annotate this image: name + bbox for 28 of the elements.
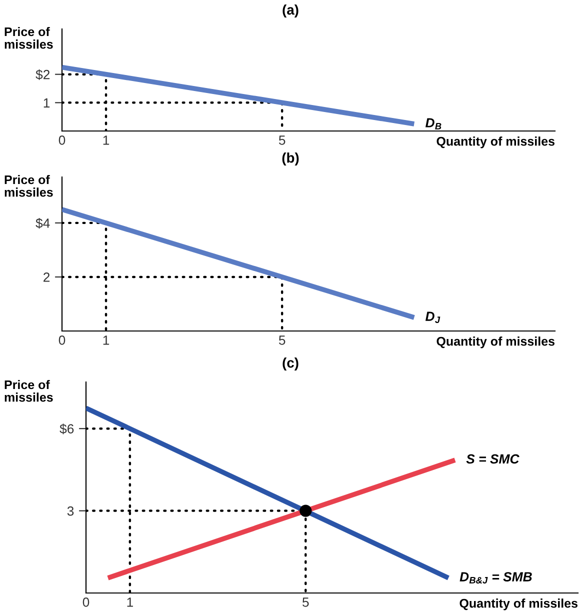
series-label: D$_{J}$: [425, 312, 440, 324]
chart-title: (a): [282, 4, 298, 18]
x-tick-label: 1: [103, 336, 110, 345]
x-tick-label: 5: [278, 336, 286, 345]
y-tick-label: 3: [67, 506, 74, 516]
series-label: D$_{B&J}$ = SMB: [460, 572, 532, 584]
y-axis-title: Price of missiles: [4, 27, 53, 49]
series-label: S = SMC: [466, 454, 520, 464]
x-tick-label: 5: [278, 136, 286, 145]
chart-title: (c): [282, 358, 298, 370]
y-tick-label: $6: [60, 424, 74, 434]
x-tick-label: 0: [58, 336, 66, 345]
y-tick-label: $2: [36, 69, 50, 80]
x-axis-title: Quantity of missiles: [460, 598, 578, 610]
x-tick-label: 0: [82, 598, 90, 607]
x-tick-label: 0: [58, 136, 66, 145]
y-tick-label: $4: [36, 218, 50, 229]
y-axis-title: Price of missiles: [4, 380, 53, 402]
x-tick-label: 1: [127, 598, 133, 607]
x-tick-label: 1: [103, 136, 110, 145]
y-tick-label: 1: [44, 98, 50, 108]
chart-title: (b): [282, 152, 299, 166]
x-axis-title: Quantity of missiles: [436, 336, 554, 348]
x-axis-title: Quantity of missiles: [436, 136, 554, 148]
x-tick-label: 5: [302, 598, 309, 607]
y-axis-title: Price of missiles: [4, 175, 53, 197]
y-tick-label: 2: [44, 272, 50, 282]
series-label: D$_{B}$: [425, 118, 442, 130]
